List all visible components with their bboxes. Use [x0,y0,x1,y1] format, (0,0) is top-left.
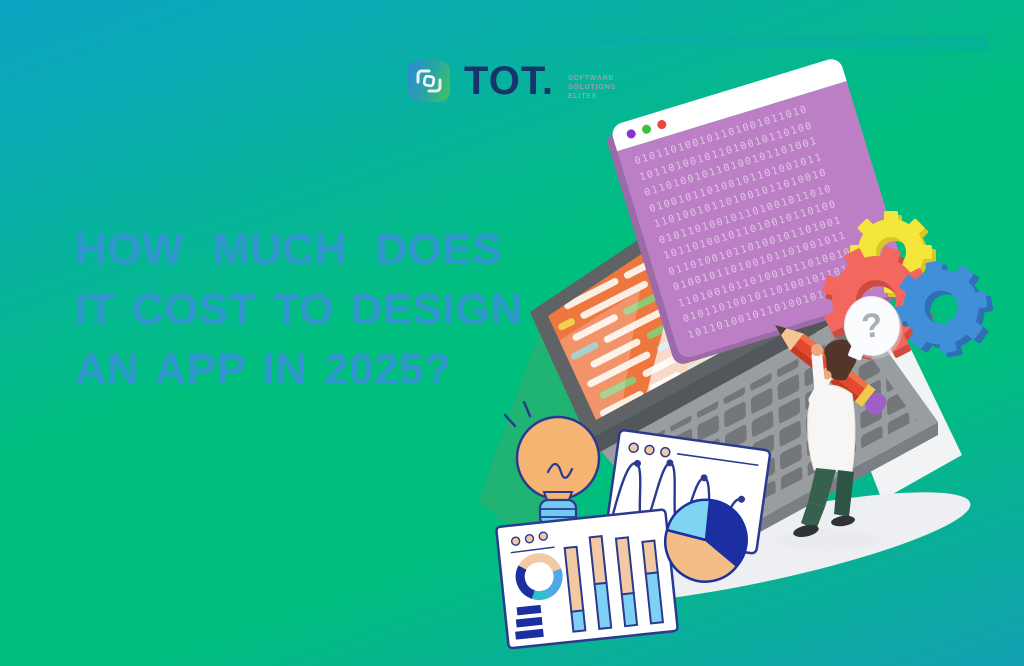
logo: TOT. SOFTWARE SOLUTIONS ELITES [408,60,616,102]
person [776,339,880,551]
bar-chart-bars [563,535,665,633]
logo-wordmark: TOT. [464,59,554,103]
tot-app-icon [408,60,451,102]
headline-line-1: HOW MUCH DOES [75,225,503,274]
page-title: HOW MUCH DOES IT COST TO DESIGN AN APP I… [75,220,555,400]
headline-line-3: AN APP IN 2025? [75,345,452,394]
bar-chart-window [495,508,679,650]
headline-line-2: IT COST TO DESIGN [75,285,523,334]
tot-icon-glyph [416,69,442,93]
lightbulb-icon [503,400,601,527]
donut-chart [515,553,563,601]
list-blocks [515,604,544,640]
pie-chart [664,498,748,583]
logo-tagline: SOFTWARE SOLUTIONS ELITES [567,74,616,100]
gear-blue-icon [894,260,994,358]
question-mark: ? [859,305,885,346]
